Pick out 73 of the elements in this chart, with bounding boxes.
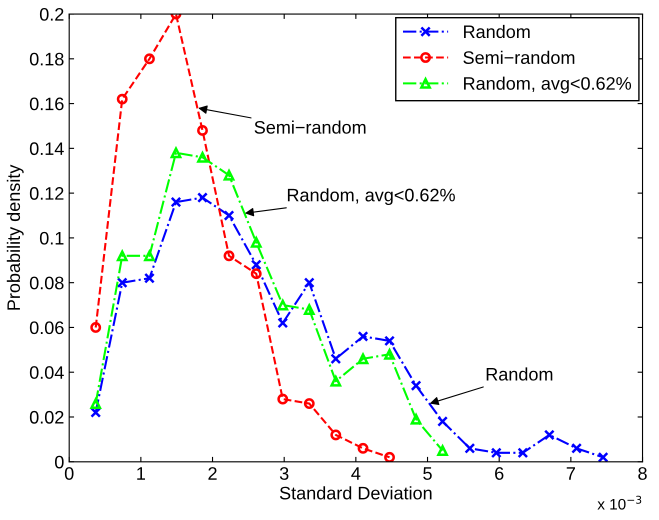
point (250, 268, 262, 280)
point (144, 53, 155, 64)
x-tick-label: 5 (423, 467, 432, 480)
y-tick-label: 0.18 (30, 52, 64, 66)
legend-label: Random (464, 24, 530, 38)
x-tick-label: 3 (280, 467, 288, 480)
y-axis-title: Probability density (6, 164, 24, 310)
y-tick-label: 0.06 (30, 321, 64, 334)
point (304, 304, 315, 315)
point (170, 196, 182, 208)
x-axis-title: Standard Deviation (280, 486, 432, 500)
point (384, 452, 395, 462)
y-tick-label: 0 (55, 456, 64, 468)
x-tick-label: 2 (208, 467, 217, 480)
point (598, 452, 609, 462)
x-tick-label: 6 (495, 467, 504, 480)
point (197, 192, 208, 204)
point (358, 442, 368, 454)
point (437, 445, 448, 456)
point (90, 322, 102, 333)
y-tick-label: 0.12 (30, 187, 64, 200)
point (571, 442, 582, 454)
point (464, 442, 476, 454)
point (277, 394, 288, 404)
point (116, 277, 128, 288)
point (358, 353, 368, 364)
x-tick-label: 0 (64, 467, 74, 480)
point (410, 414, 422, 425)
point (170, 147, 182, 158)
point (490, 447, 502, 458)
y-tick-label: 0.2 (40, 8, 64, 21)
point (197, 152, 208, 163)
point (304, 277, 315, 288)
point (90, 398, 102, 409)
y-tick-label: 0.14 (30, 142, 64, 156)
legend-label: Semi−random (463, 50, 574, 64)
point (304, 398, 315, 409)
point (330, 376, 342, 387)
legend-label: Random, avg<0.62% (464, 76, 632, 94)
point (224, 210, 234, 221)
point (144, 272, 155, 284)
point (277, 300, 288, 310)
x-tick-label: 1 (137, 467, 145, 480)
point (384, 348, 395, 360)
annotation: Random (486, 367, 552, 381)
y-tick-label: 0.08 (30, 276, 64, 290)
text: x 10$^{−3}$ (597, 496, 642, 510)
point (330, 353, 342, 364)
point (437, 416, 448, 427)
point (384, 335, 395, 346)
point (116, 94, 128, 105)
y-tick-label: 0.04 (30, 366, 64, 379)
y-tick-label: 0.02 (30, 410, 64, 424)
point (224, 170, 234, 181)
point (224, 250, 234, 262)
point (358, 330, 368, 342)
annotation: Semi−random (254, 120, 366, 134)
point (410, 380, 422, 392)
point (517, 447, 528, 458)
point (116, 250, 128, 262)
point (250, 236, 262, 248)
point (144, 250, 155, 262)
point (197, 125, 208, 136)
x-tick-label: 8 (638, 467, 647, 480)
x-tick-label: 4 (351, 467, 360, 480)
annotation: Random, avg<0.62% (288, 188, 455, 206)
x-tick-label: 7 (566, 467, 575, 480)
point (277, 318, 288, 328)
point (250, 259, 262, 270)
point (330, 429, 342, 440)
y-tick-label: 0.1 (40, 232, 64, 245)
y-tick-label: 0.16 (30, 98, 64, 110)
point (544, 429, 555, 440)
